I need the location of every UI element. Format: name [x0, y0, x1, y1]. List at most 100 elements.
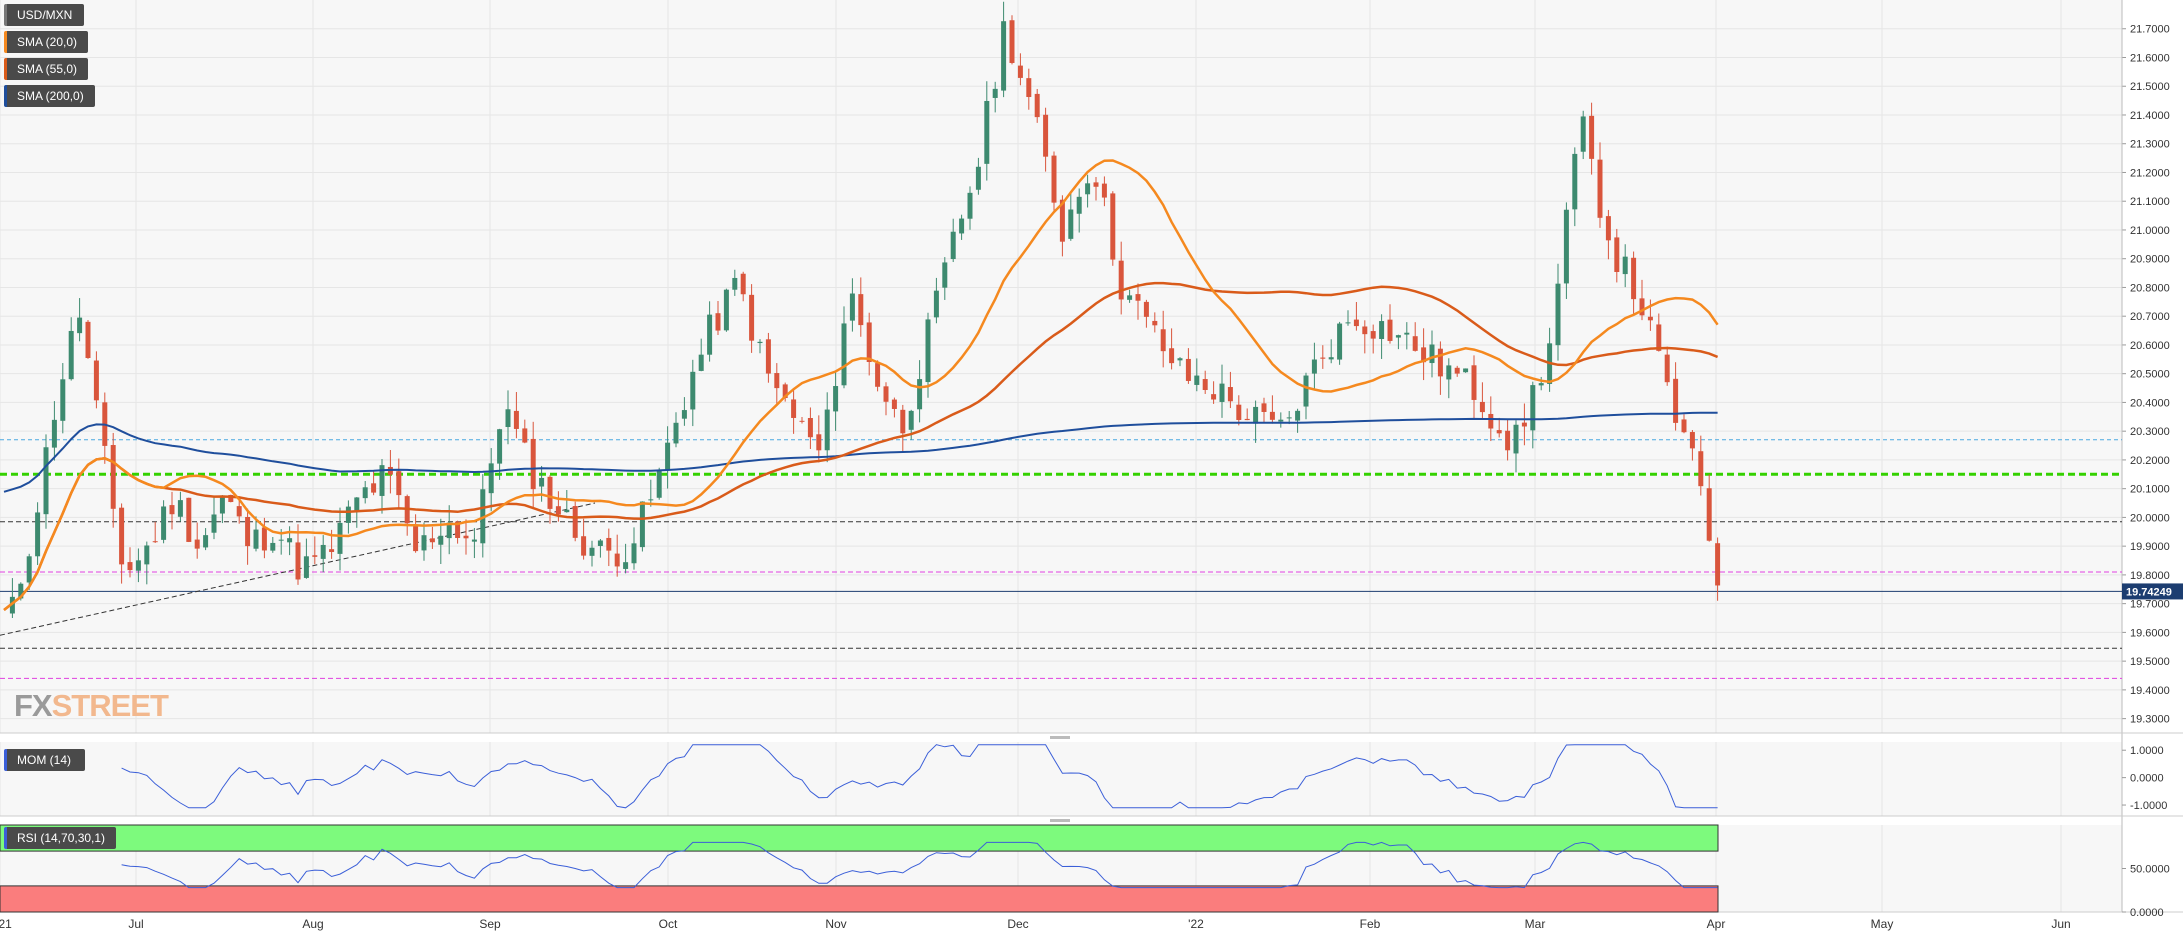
candle-body	[261, 527, 267, 551]
candle-body	[740, 273, 746, 295]
legend-mom[interactable]: MOM (14)	[4, 749, 85, 771]
candle-body	[320, 544, 326, 559]
candle-body	[690, 371, 696, 410]
y-tick-label: 21.5000	[2130, 81, 2170, 93]
candle-body	[883, 386, 889, 402]
candle-body	[749, 294, 755, 341]
candle-body	[1614, 237, 1620, 272]
candle-body	[1059, 199, 1065, 242]
candle-body	[1295, 410, 1301, 421]
y-tick-label: 20.9000	[2130, 254, 2170, 266]
candle-body	[429, 538, 435, 543]
candle-body	[211, 514, 217, 533]
candle-body	[1227, 387, 1233, 402]
candle-body	[1572, 153, 1578, 210]
candle-body	[1211, 394, 1217, 400]
candle-body	[1370, 331, 1376, 339]
y-tick-label: 21.3000	[2130, 139, 2170, 151]
y-tick-label: 19.5000	[2130, 656, 2170, 668]
candle-body	[1269, 411, 1275, 420]
candle-body	[841, 323, 847, 386]
candle-body	[1194, 375, 1200, 385]
legend-sma55[interactable]: SMA (55,0)	[4, 58, 88, 80]
candle-body	[891, 399, 897, 409]
candle-body	[60, 379, 66, 421]
rsi-tick-label: 0.0000	[2130, 907, 2164, 919]
candle-body	[1387, 319, 1393, 341]
candle-body	[1177, 358, 1183, 361]
candle-body	[1530, 385, 1536, 431]
x-tick-label: Jun	[2051, 917, 2070, 931]
legend-sma200[interactable]: SMA (200,0)	[4, 85, 95, 107]
y-tick-label: 20.4000	[2130, 397, 2170, 409]
mom-tick-label: 0.0000	[2130, 773, 2164, 785]
candle-body	[942, 262, 948, 288]
candle-body	[522, 428, 528, 443]
candle-body	[1110, 193, 1116, 260]
candle-body	[1437, 348, 1443, 377]
candle-body	[455, 521, 461, 538]
candle-body	[681, 410, 687, 419]
candle-body	[1605, 216, 1611, 241]
candle-body	[623, 562, 629, 569]
candle-body	[9, 596, 15, 614]
candle-body	[723, 289, 729, 331]
candle-body	[228, 494, 234, 502]
candle-body	[673, 422, 679, 444]
candle-body	[43, 447, 49, 515]
candle-body	[707, 314, 713, 355]
y-tick-label: 21.0000	[2130, 225, 2170, 237]
candle-body	[1715, 543, 1721, 586]
candle-body	[438, 535, 444, 545]
candle-body	[547, 476, 553, 509]
candle-body	[253, 529, 259, 549]
y-tick-label: 20.3000	[2130, 426, 2170, 438]
candle-body	[1261, 403, 1267, 412]
candle-body	[698, 354, 704, 371]
main-pane-bg	[0, 0, 2122, 733]
candle-body	[1429, 344, 1435, 364]
candle-body	[1505, 430, 1511, 451]
candle-body	[379, 465, 385, 496]
candle-body	[665, 442, 671, 471]
candle-body	[639, 501, 645, 548]
candle-body	[1589, 115, 1595, 159]
candle-body	[1337, 323, 1343, 360]
candle-body	[925, 319, 931, 383]
candle-body	[219, 495, 225, 514]
y-tick-label: 21.6000	[2130, 52, 2170, 64]
legend-sma20[interactable]: SMA (20,0)	[4, 31, 88, 53]
y-tick-label: 21.7000	[2130, 24, 2170, 36]
x-tick-label: '22	[1188, 917, 1204, 931]
candle-body	[194, 539, 200, 549]
candle-body	[1404, 332, 1410, 335]
legend-rsi[interactable]: RSI (14,70,30,1)	[4, 827, 116, 849]
candle-body	[245, 516, 251, 547]
sma200-line	[3, 411, 1718, 493]
legend-symbol[interactable]: USD/MXN	[4, 4, 84, 26]
candle-body	[480, 489, 486, 544]
candle-body	[329, 549, 335, 553]
candle-body	[791, 399, 797, 418]
candle-body	[816, 434, 822, 451]
candle-body	[1278, 419, 1284, 422]
candle-body	[312, 555, 318, 557]
candle-body	[807, 418, 813, 438]
x-tick-label: Oct	[659, 917, 678, 931]
candle-body	[1488, 413, 1494, 429]
candle-body	[1647, 316, 1653, 321]
candle-body	[1001, 21, 1007, 91]
candle-body	[35, 512, 41, 557]
candle-body	[421, 535, 427, 551]
y-tick-label: 20.0000	[2130, 512, 2170, 524]
candle-body	[1681, 419, 1687, 433]
candle-body	[1555, 283, 1561, 346]
candle-body	[1169, 348, 1175, 364]
candle-body	[614, 553, 620, 567]
candle-body	[572, 506, 578, 538]
candle-body	[648, 499, 654, 501]
mom-tick-label: -1.0000	[2130, 800, 2167, 812]
candle-body	[1127, 295, 1133, 300]
candle-body	[1664, 354, 1670, 383]
candle-body	[152, 541, 158, 543]
